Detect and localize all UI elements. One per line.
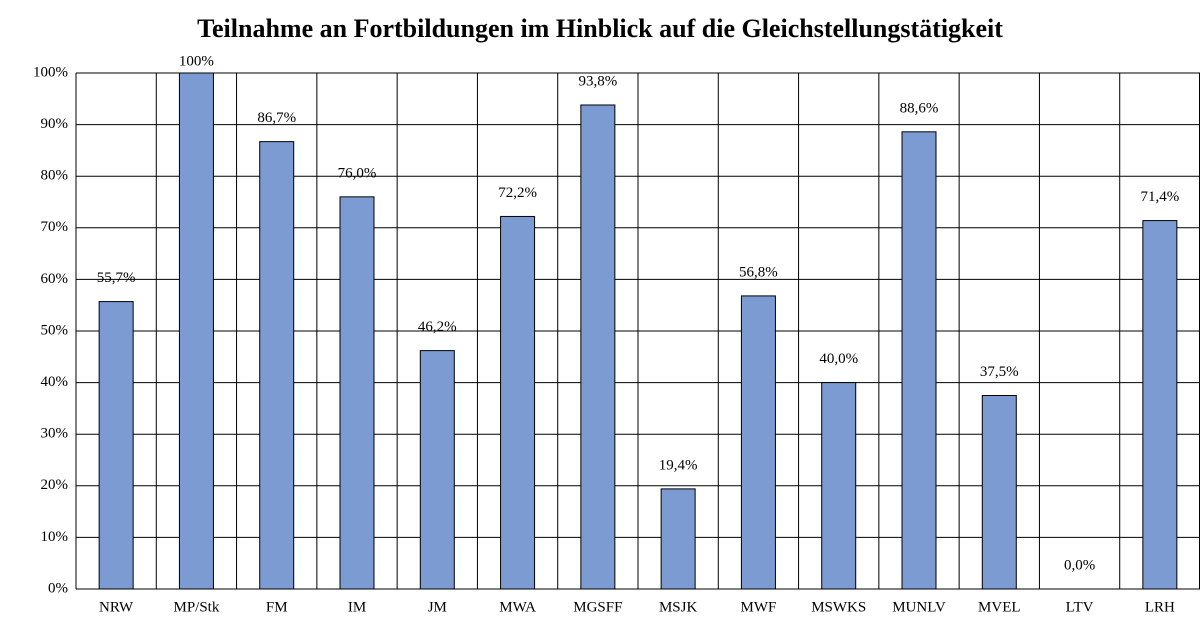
bar xyxy=(660,488,696,590)
bar xyxy=(821,382,857,590)
x-tick-label: MUNLV xyxy=(892,599,946,615)
x-tick-label: MP/Stk xyxy=(173,599,219,615)
bar xyxy=(1142,220,1178,590)
x-tick-label: MGSFF xyxy=(573,599,622,615)
y-tick-label: 70% xyxy=(41,219,69,235)
data-label: 55,7% xyxy=(97,270,136,286)
y-tick-label: 20% xyxy=(41,477,69,493)
y-tick-label: 40% xyxy=(41,374,69,390)
y-tick-label: 80% xyxy=(41,168,69,184)
x-tick-label: LTV xyxy=(1066,599,1094,615)
y-tick-label: 100% xyxy=(33,64,68,80)
bar xyxy=(740,295,776,590)
y-tick-label: 0% xyxy=(48,580,68,596)
data-label: 0,0% xyxy=(1064,557,1095,573)
data-label: 37,5% xyxy=(980,364,1019,380)
data-label: 86,7% xyxy=(257,110,296,126)
x-tick-label: MVEL xyxy=(978,599,1021,615)
data-label: 46,2% xyxy=(418,319,457,335)
data-label: 19,4% xyxy=(659,457,698,473)
y-tick-label: 90% xyxy=(41,116,69,132)
bar xyxy=(178,72,214,590)
bar xyxy=(981,395,1017,590)
y-tick-label: 60% xyxy=(41,271,69,287)
data-label: 76,0% xyxy=(338,165,377,181)
data-label: 71,4% xyxy=(1140,189,1179,205)
bar xyxy=(500,215,536,590)
data-label: 40,0% xyxy=(819,351,858,367)
bar xyxy=(580,104,616,590)
x-tick-label: MWF xyxy=(741,599,777,615)
data-label: 72,2% xyxy=(498,185,537,201)
x-tick-label: FM xyxy=(266,599,288,615)
chart-title: Teilnahme an Fortbildungen im Hinblick a… xyxy=(197,14,1003,43)
bar xyxy=(98,301,134,590)
data-label: 56,8% xyxy=(739,264,778,280)
bar xyxy=(901,131,937,590)
x-tick-label: IM xyxy=(348,599,366,615)
x-tick-label: NRW xyxy=(99,599,134,615)
x-tick-label: LRH xyxy=(1145,599,1175,615)
x-tick-label: MSWKS xyxy=(811,599,866,615)
y-tick-label: 10% xyxy=(41,529,69,545)
x-tick-label: JM xyxy=(428,599,447,615)
x-tick-label: MSJK xyxy=(659,599,698,615)
y-tick-label: 30% xyxy=(41,426,69,442)
y-tick-label: 50% xyxy=(41,322,69,338)
x-tick-label: MWA xyxy=(499,599,536,615)
bar xyxy=(339,196,375,590)
bar xyxy=(419,350,455,590)
data-label: 93,8% xyxy=(578,73,617,89)
data-label: 100% xyxy=(179,53,214,69)
bar xyxy=(259,141,295,590)
data-label: 88,6% xyxy=(900,100,939,116)
